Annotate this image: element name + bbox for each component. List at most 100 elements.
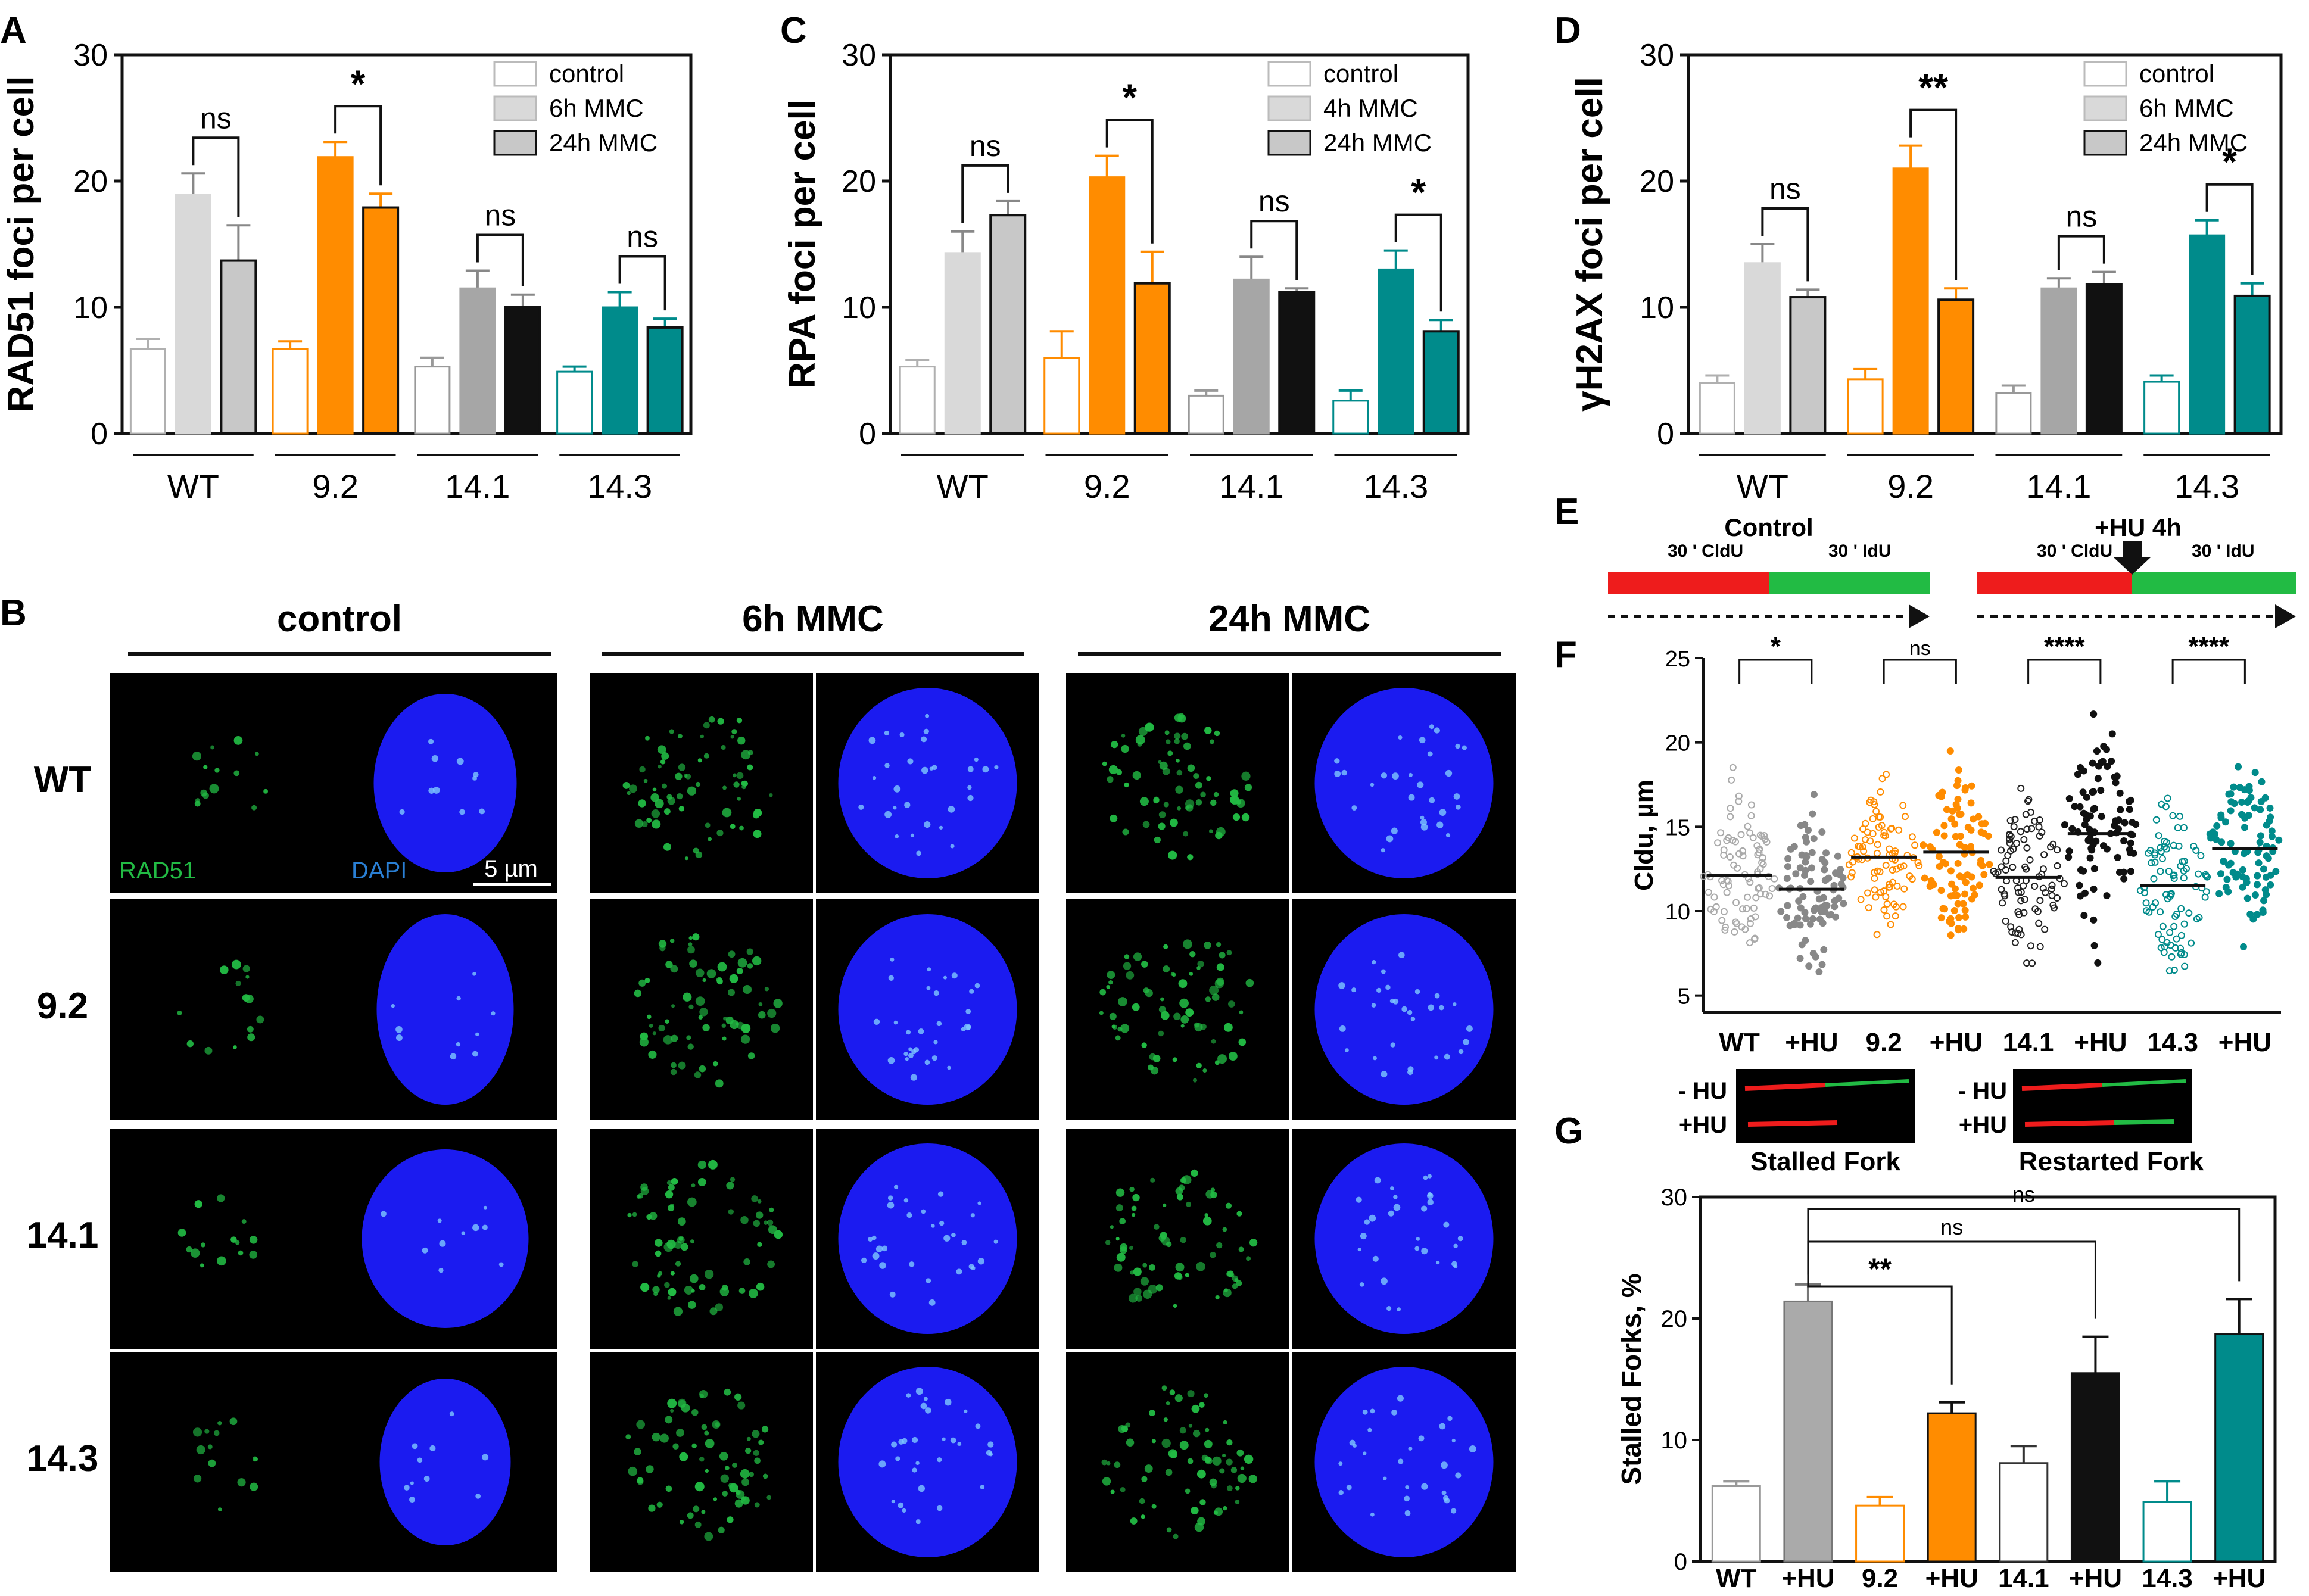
hu-arrow-icon <box>2113 541 2151 575</box>
rad51-focus <box>203 765 208 769</box>
rad51-focus <box>1177 806 1182 811</box>
rad51-focus <box>740 1034 750 1044</box>
data-point <box>1840 900 1847 908</box>
data-point <box>1820 946 1828 953</box>
rad51-focus <box>727 1516 734 1523</box>
legend-label: control <box>2139 60 2214 88</box>
rad51-focus <box>1145 989 1153 998</box>
rad51-focus <box>1187 764 1195 772</box>
rad51-focus <box>1200 791 1206 798</box>
data-point <box>1871 886 1878 894</box>
data-point <box>1880 831 1888 839</box>
data-point <box>1809 949 1817 957</box>
data-point <box>2054 862 2061 869</box>
data-point <box>2094 775 2102 783</box>
data-point <box>1951 820 1959 828</box>
rad51-focus <box>652 819 661 829</box>
rad51-focus <box>1175 1263 1185 1272</box>
row-label: 14.3 <box>27 1438 99 1479</box>
fiber-idu-hu <box>2114 1119 2174 1125</box>
data-point <box>1914 859 1922 866</box>
dapi-focus <box>1458 1049 1464 1055</box>
rad51-focus <box>1185 1008 1194 1017</box>
data-point <box>1724 877 1732 885</box>
plot-frame <box>1699 1195 2277 1563</box>
data-point <box>1899 903 1907 911</box>
data-point <box>2006 839 2014 847</box>
y-tick-label: 20 <box>1665 731 1690 756</box>
dapi-focus <box>893 785 901 793</box>
data-point <box>1939 859 1947 866</box>
data-point <box>2243 894 2251 902</box>
fiber-label-plus: +HU <box>1679 1112 1727 1138</box>
rad51-focus <box>1194 1023 1203 1032</box>
rad51-focus <box>658 1271 663 1276</box>
significance-label: * <box>351 62 366 105</box>
rad51-focus <box>1188 1424 1193 1428</box>
rad51-focus <box>640 1187 649 1196</box>
data-point <box>2006 816 2014 824</box>
data-point <box>2076 881 2083 889</box>
rad51-focus <box>208 1459 216 1467</box>
data-point <box>1875 823 1883 831</box>
data-point <box>1890 900 1898 908</box>
rad51-focus <box>645 735 650 741</box>
rad51-focus <box>1129 1245 1134 1251</box>
data-point <box>2215 890 2223 897</box>
data-point <box>2079 788 2087 796</box>
data-point <box>2011 939 2019 946</box>
data-point <box>2157 868 2164 875</box>
data-point <box>1921 874 1928 882</box>
rad51-focus <box>668 1184 675 1191</box>
rad51-focus <box>1106 1461 1111 1466</box>
rad51-focus <box>1123 962 1132 970</box>
data-point <box>1953 891 1961 899</box>
data-point <box>2245 783 2253 790</box>
rad51-focus <box>1236 799 1245 808</box>
dapi-focus <box>1376 987 1382 993</box>
data-point <box>2266 804 2274 812</box>
rad51-focus <box>738 1288 746 1294</box>
bar-9.2-24h-MMC <box>1937 298 1975 435</box>
data-point <box>1810 835 1818 843</box>
data-point <box>2002 918 2009 925</box>
dapi-focus <box>456 1042 461 1047</box>
data-point <box>1787 845 1794 853</box>
rad51-focus <box>739 825 744 831</box>
data-point <box>1977 856 1985 864</box>
rad51-focus <box>653 1292 658 1296</box>
data-point <box>2065 794 2073 802</box>
dapi-focus <box>1370 1408 1375 1414</box>
data-point <box>1831 903 1839 911</box>
data-point <box>2177 862 2185 870</box>
rad51-focus <box>1217 1054 1227 1064</box>
rad51-focus <box>743 985 752 995</box>
significance-bracket <box>476 233 524 286</box>
data-point <box>2103 892 2111 900</box>
rad51-focus <box>1182 1175 1192 1185</box>
dapi-focus <box>1427 1192 1434 1199</box>
rad51-focus <box>1213 791 1219 797</box>
rad51-focus <box>247 1033 255 1042</box>
bar-WT-control <box>899 366 936 435</box>
rad51-focus <box>1226 1458 1233 1466</box>
rad51-focus <box>730 824 736 830</box>
rad51-focus <box>1111 740 1118 749</box>
dapi-focus <box>965 1024 971 1030</box>
rad51-focus <box>669 729 674 734</box>
dapi-focus <box>1344 1048 1349 1052</box>
data-point <box>1953 782 1961 790</box>
rad51-focus <box>1139 797 1149 806</box>
data-point <box>1747 801 1755 809</box>
rad51-focus <box>1226 1439 1233 1446</box>
rad51-focus <box>747 963 753 969</box>
data-point <box>1952 833 1959 840</box>
rad51-focus <box>753 1450 759 1456</box>
group-label-14.3: 14.3 <box>2174 467 2239 505</box>
nucleus <box>838 1143 1017 1334</box>
dapi-focus <box>884 811 892 818</box>
dapi-focus <box>943 975 947 980</box>
rad51-focus <box>1204 1393 1208 1398</box>
dapi-focus <box>409 1497 415 1503</box>
dapi-focus <box>1385 984 1391 990</box>
